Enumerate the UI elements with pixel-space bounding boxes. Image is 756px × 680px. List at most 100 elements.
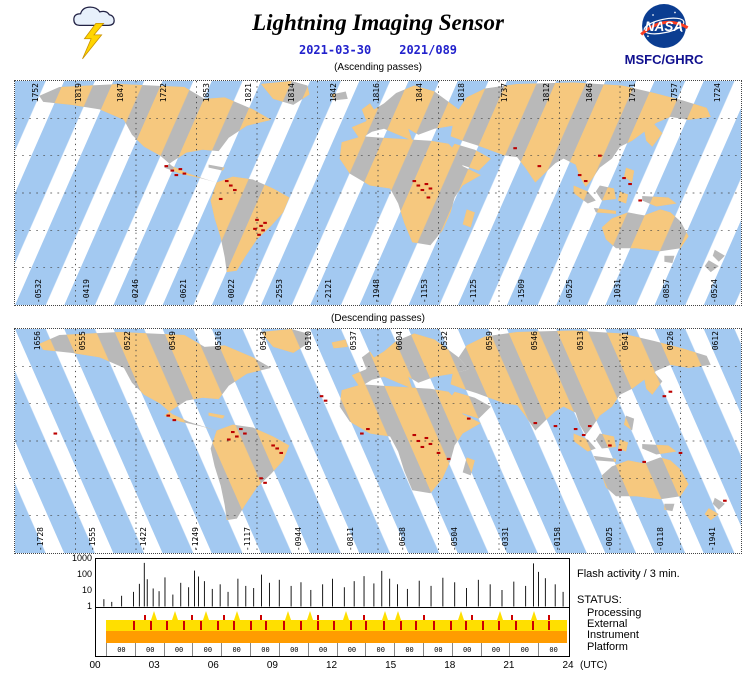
processing-event-spike xyxy=(172,611,179,620)
processing-flag-tick xyxy=(511,615,514,620)
orbit-time-label: 0513 xyxy=(575,331,585,351)
organization-label: MSFC/GHRC xyxy=(624,52,704,67)
utc-axis-suffix: (UTC) xyxy=(580,660,608,671)
orbit-time-label: -0944 xyxy=(294,526,304,551)
orbit-time-label: 0522 xyxy=(123,331,133,351)
platform-angle-cell: 00 xyxy=(509,643,539,656)
x-axis-tick-label: 00 xyxy=(89,660,101,671)
processing-flag-tick xyxy=(223,615,226,620)
page-title: Lightning Imaging Sensor xyxy=(252,10,504,35)
lightning-flash-dots xyxy=(53,390,727,502)
external-flag-tick xyxy=(200,621,203,630)
date-value: 2021-03-30 xyxy=(298,43,372,57)
descending-passes-caption: (Descending passes) xyxy=(331,313,425,324)
orbit-time-label: 1847 xyxy=(116,83,126,103)
platform-angle-cell: 00 xyxy=(278,643,309,656)
platform-angle-cell: 00 xyxy=(134,643,165,656)
status-label-external: External xyxy=(587,618,628,630)
orbit-time-label: 0532 xyxy=(439,331,449,351)
descending-map-image xyxy=(15,329,741,553)
orbit-time-label: 0559 xyxy=(485,331,495,351)
storm-cloud-lightning-icon xyxy=(73,6,115,60)
orbit-time-label: -0025 xyxy=(604,526,614,551)
external-flag-tick xyxy=(282,621,285,630)
orbit-time-label: 1724 xyxy=(712,83,722,103)
orbit-time-label: -0331 xyxy=(501,526,511,551)
orbit-time-label: -2553 xyxy=(275,278,285,303)
processing-flag-tick xyxy=(190,615,193,620)
orbit-time-label: 0510 xyxy=(304,331,314,351)
status-label-platform: Platform xyxy=(587,641,628,653)
external-flag-tick xyxy=(165,621,168,630)
day-of-year-value: 2021/089 xyxy=(399,43,458,57)
external-flag-tick xyxy=(449,621,452,630)
orbit-time-label: 1752 xyxy=(31,83,41,103)
processing-flag-tick xyxy=(144,615,147,620)
ascending-passes-map: 1752 1819 1847 1722 1853 1821 1814 1842 1816 1844… xyxy=(14,80,742,306)
x-axis-tick-label: 03 xyxy=(148,660,160,671)
orbit-time-label: 0555 xyxy=(77,331,87,351)
status-label-instrument: Instrument xyxy=(587,629,639,641)
orbit-time-label: -0621 xyxy=(178,278,188,303)
external-flag-tick xyxy=(265,621,268,630)
orbit-time-label: -1509 xyxy=(516,278,526,303)
x-axis-tick-label: 09 xyxy=(266,660,278,671)
flash-activity-y-axis: 1000 100 10 1 xyxy=(56,553,92,618)
external-flag-tick xyxy=(332,621,335,630)
orbit-time-label: 0549 xyxy=(168,331,178,351)
external-flag-tick xyxy=(300,621,302,630)
platform-angle-cell: 00 xyxy=(307,643,338,656)
orbit-time-label: 0543 xyxy=(258,331,268,351)
processing-event-spike xyxy=(151,611,158,620)
orbit-time-label: -1422 xyxy=(139,526,149,551)
orbit-time-label: 0612 xyxy=(711,331,721,351)
platform-angle-cell: 00 xyxy=(538,643,568,656)
processing-flag-tick xyxy=(259,615,262,620)
orbit-time-label: 1737 xyxy=(499,83,509,103)
orbit-time-label: 1722 xyxy=(159,83,169,103)
nasa-logo-text: NASA xyxy=(645,19,683,34)
lightning-bolt-shape xyxy=(82,23,105,60)
status-row-instrument xyxy=(96,631,569,643)
external-flag-tick xyxy=(365,621,368,630)
orbit-time-label: -0246 xyxy=(130,278,140,303)
external-flag-tick xyxy=(497,621,500,630)
external-flag-tick xyxy=(132,621,135,630)
orbit-time-label: -0524 xyxy=(709,278,719,303)
orbit-time-label: 1821 xyxy=(244,83,254,103)
orbit-time-label: -1125 xyxy=(468,278,478,303)
instrument-status-band xyxy=(106,631,567,643)
flash-activity-plot: 00 00 00 00 00 00 00 00 00 00 00 00 00 00 00 00 xyxy=(95,558,570,657)
orbit-time-label: 1853 xyxy=(201,83,211,103)
external-flag-tick xyxy=(432,621,435,630)
descending-passes-map: 1656 0555 0522 0549 0516 0543 0510 0537 0604 0532… xyxy=(14,328,742,554)
platform-angle-cell: 00 xyxy=(394,643,424,656)
flash-activity-spikes xyxy=(103,562,564,607)
processing-event-spike xyxy=(233,611,240,620)
flash-activity-label: Flash activity / 3 min. xyxy=(577,568,680,580)
external-flag-tick xyxy=(217,621,220,630)
date-line: 2021-03-30 2021/089 xyxy=(0,43,756,57)
external-flag-tick xyxy=(349,621,352,630)
processing-flag-tick xyxy=(470,615,473,620)
orbit-time-label: 1844 xyxy=(414,83,424,103)
processing-event-spike xyxy=(343,611,350,620)
orbit-time-label: 1819 xyxy=(73,83,83,103)
flash-activity-area xyxy=(96,559,569,608)
external-flag-tick xyxy=(232,621,235,630)
cloud-shape xyxy=(73,6,115,26)
orbit-time-label: -1555 xyxy=(87,526,97,551)
processing-event-spike xyxy=(394,611,401,620)
external-flag-tick xyxy=(482,621,485,630)
orbit-time-label: 1814 xyxy=(286,83,296,103)
orbit-time-label: -1031 xyxy=(613,278,623,303)
platform-angle-cell: 00 xyxy=(365,643,395,656)
orbit-time-label: 1818 xyxy=(457,83,467,103)
processing-event-spike xyxy=(285,611,292,620)
orbit-time-label: -1948 xyxy=(372,278,381,303)
orbit-time-label: 1842 xyxy=(329,83,339,103)
orbit-time-label: 1731 xyxy=(627,83,637,103)
orbit-time-label: 1846 xyxy=(584,83,594,103)
y-axis-tick-label: 10 xyxy=(81,585,92,595)
